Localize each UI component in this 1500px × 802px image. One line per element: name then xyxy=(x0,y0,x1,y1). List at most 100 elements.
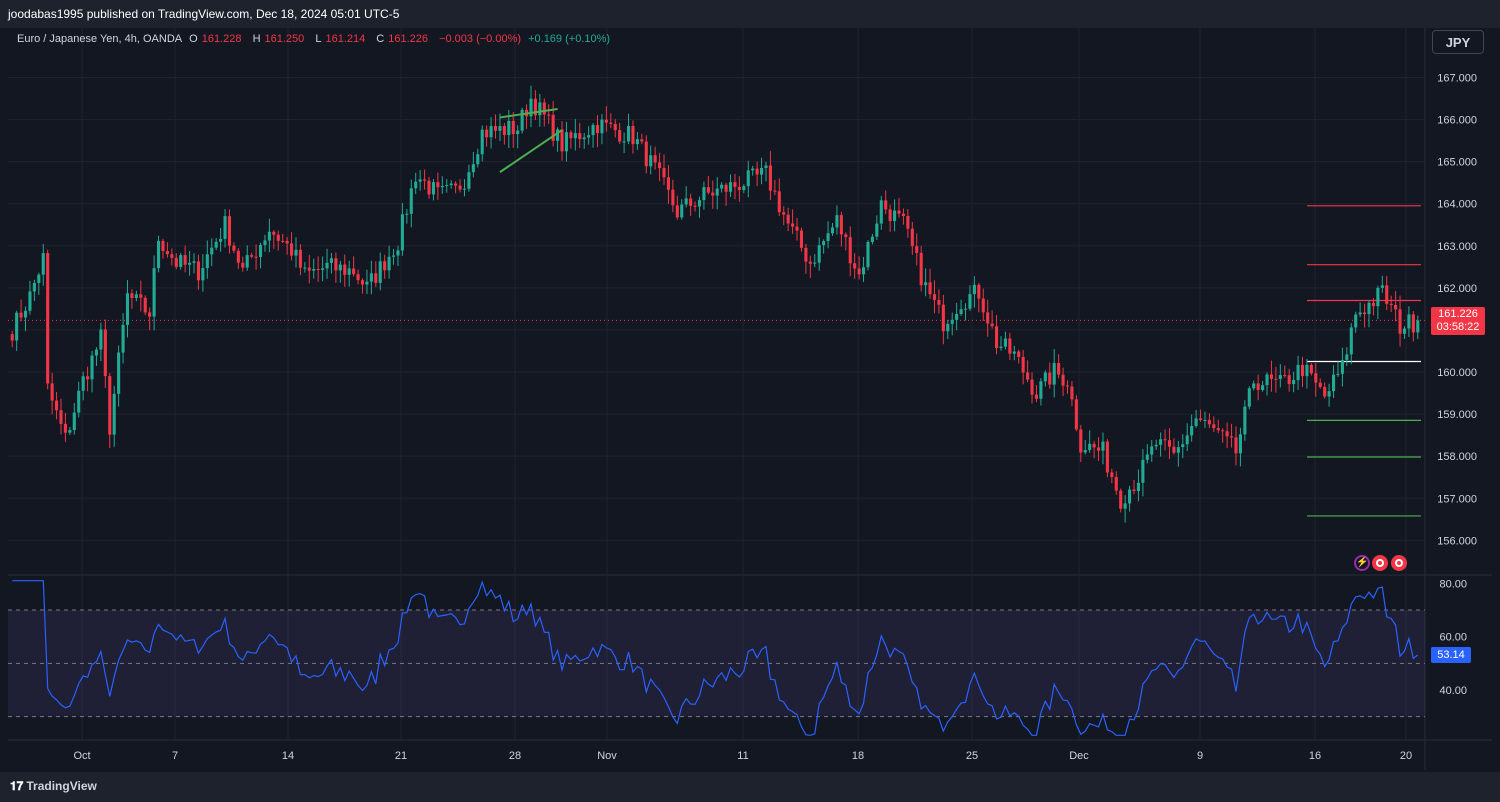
flag-icon[interactable] xyxy=(1372,555,1388,571)
candle-body xyxy=(1296,364,1300,381)
candle-body xyxy=(55,400,59,411)
candle-body xyxy=(556,129,560,141)
candle-body xyxy=(267,231,271,241)
candle-body xyxy=(1163,439,1167,441)
time-tick-label: 20 xyxy=(1400,750,1412,762)
candle-body xyxy=(733,182,737,187)
candle-body xyxy=(360,280,365,285)
candle-body xyxy=(139,294,143,298)
candle-body xyxy=(1123,503,1127,509)
candle-body xyxy=(174,257,178,267)
currency-button[interactable]: JPY xyxy=(1432,30,1484,54)
candle-body xyxy=(205,254,209,269)
candle-body xyxy=(1394,305,1398,310)
high-label: H xyxy=(252,33,261,45)
candle-body xyxy=(418,179,422,182)
candle-body xyxy=(742,186,746,191)
candle-body xyxy=(436,182,440,188)
candle-body xyxy=(671,189,675,206)
candle-body xyxy=(343,264,347,275)
candle-body xyxy=(950,319,954,324)
candle-body xyxy=(1185,435,1189,445)
candle-body xyxy=(1101,441,1105,451)
candle-body xyxy=(1358,312,1362,315)
candle-body xyxy=(1159,439,1163,445)
candle-body xyxy=(1021,356,1025,373)
candle-body xyxy=(995,326,999,348)
candle-body xyxy=(813,262,817,264)
time-tick-label: 7 xyxy=(172,750,178,762)
candle-body xyxy=(1061,374,1065,386)
candle-body xyxy=(356,274,360,281)
candle-body xyxy=(968,294,972,309)
candle-body xyxy=(675,205,679,218)
rsi-pane: 80.00 60.00 40.00 xyxy=(8,578,1467,736)
tradingview-logo[interactable]: 𝟏𝟕 TradingView xyxy=(10,779,97,794)
candle-body xyxy=(1207,419,1211,425)
candle-body xyxy=(1039,381,1043,399)
flag-icon[interactable] xyxy=(1391,555,1407,571)
candle-body xyxy=(338,264,342,271)
candle-body xyxy=(1252,383,1256,389)
candle-body xyxy=(161,240,165,251)
candle-body xyxy=(1017,351,1021,357)
candle-body xyxy=(223,216,227,239)
candle-body xyxy=(391,255,396,257)
candle-body xyxy=(728,182,733,192)
candle-body xyxy=(986,312,990,324)
candle-body xyxy=(1221,430,1225,432)
candle-body xyxy=(1141,459,1145,483)
candle-body xyxy=(857,268,861,275)
candle-body xyxy=(981,298,985,313)
price-tick-label: 158.000 xyxy=(1437,451,1477,463)
candle-body xyxy=(192,261,196,263)
candle-body xyxy=(1376,287,1380,307)
candle-body xyxy=(547,114,551,116)
candle-body xyxy=(542,102,546,115)
candle-body xyxy=(1278,375,1282,379)
candle-body xyxy=(77,390,81,413)
candle-body xyxy=(258,244,263,258)
candle-body xyxy=(870,236,874,242)
candle-body xyxy=(179,255,183,267)
candle-body xyxy=(582,137,586,140)
candle-body xyxy=(529,98,533,117)
candle-body xyxy=(1003,338,1007,347)
candle-body xyxy=(59,410,63,424)
time-tick-label: Dec xyxy=(1069,750,1089,762)
candle-body xyxy=(458,185,462,190)
last-price: 161.226 xyxy=(1438,308,1478,320)
candle-body xyxy=(516,130,520,135)
candle-body xyxy=(10,334,14,341)
candle-body xyxy=(835,215,839,228)
candle-body xyxy=(148,312,152,317)
candle-body xyxy=(1243,406,1247,435)
candle-body xyxy=(414,181,418,189)
candle-body xyxy=(839,215,843,235)
candle-body xyxy=(791,223,795,227)
candle-body xyxy=(285,240,289,244)
candle-body xyxy=(755,168,759,175)
candle-body xyxy=(578,133,582,140)
candle-body xyxy=(804,247,808,262)
time-tick-label: 28 xyxy=(509,750,521,762)
price-tick-label: 162.000 xyxy=(1437,283,1477,295)
lightning-icon[interactable]: ⚡ xyxy=(1354,555,1370,571)
candle-body xyxy=(666,177,670,190)
candle-body xyxy=(1065,385,1070,387)
candle-body xyxy=(751,168,755,171)
candle-body xyxy=(19,312,23,318)
candle-body xyxy=(906,215,910,229)
candle-body xyxy=(272,231,276,235)
candle-body xyxy=(1331,374,1336,392)
candle-body xyxy=(1203,419,1207,421)
candle-body xyxy=(569,132,573,139)
open-value: 161.228 xyxy=(201,33,242,45)
candle-body xyxy=(808,261,812,264)
candle-body xyxy=(298,249,302,268)
time-tick-label: 18 xyxy=(852,750,864,762)
candle-body xyxy=(1283,375,1287,377)
candle-body xyxy=(250,255,254,257)
candle-body xyxy=(400,214,404,251)
